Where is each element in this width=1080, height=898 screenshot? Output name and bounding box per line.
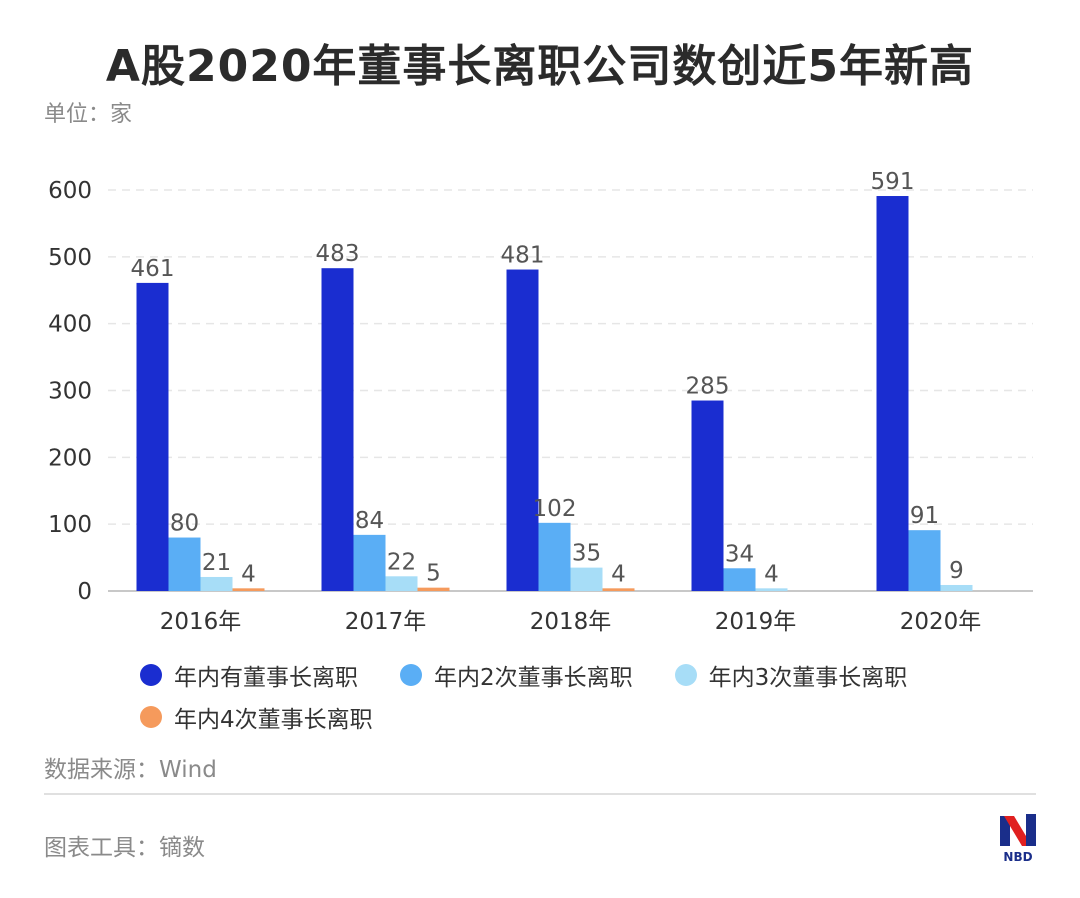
- bar: [876, 196, 909, 591]
- y-tick-label: 300: [48, 379, 92, 405]
- chart-title: A股2020年董事长离职公司数创近5年新高: [105, 41, 975, 92]
- bar: [755, 588, 788, 591]
- source-label: 数据来源：Wind: [44, 757, 217, 783]
- data-label: 21: [202, 550, 231, 576]
- tool-label: 图表工具：镝数: [44, 835, 205, 861]
- data-label: 591: [871, 169, 915, 195]
- legend-swatch: [400, 664, 422, 686]
- data-label: 4: [764, 561, 779, 587]
- y-tick-label: 200: [48, 445, 92, 471]
- data-label: 80: [170, 511, 199, 537]
- legend-swatch: [674, 664, 697, 686]
- legend-label: 年内有董事长离职: [174, 665, 358, 691]
- bar: [200, 576, 233, 591]
- data-label: 4: [611, 561, 626, 587]
- x-tick-label: 2016年: [160, 609, 242, 635]
- bar: [908, 530, 941, 591]
- x-tick-label: 2018年: [530, 609, 612, 635]
- data-label: 285: [686, 374, 730, 400]
- data-label: 102: [533, 496, 577, 522]
- bar: [602, 588, 635, 591]
- data-label: 34: [725, 541, 754, 567]
- unit-label: 单位：家: [44, 102, 133, 127]
- chart-legend: 年内有董事长离职 年内2次董事长离职 年内3次董事长离职年内4次董事长离职: [140, 658, 1000, 742]
- data-label: 22: [387, 549, 416, 575]
- x-tick-label: 2019年: [715, 609, 797, 635]
- legend-item: 年内4次董事长离职: [140, 700, 373, 734]
- bar: [940, 584, 973, 591]
- data-label: 4: [241, 561, 256, 587]
- data-label: 5: [426, 561, 441, 587]
- data-label: 9: [949, 558, 964, 584]
- legend-swatch: [140, 664, 162, 686]
- footer-divider: [44, 793, 1036, 795]
- legend-label: 年内4次董事长离职: [174, 707, 373, 733]
- nbd-logo-text: NBD: [1003, 850, 1033, 864]
- legend-label: 年内2次董事长离职: [434, 665, 633, 691]
- bar: [538, 522, 571, 591]
- bar: [723, 568, 756, 591]
- bar: [168, 537, 201, 591]
- legend-item: 年内有董事长离职: [140, 658, 358, 692]
- legend-item: 年内2次董事长离职: [400, 658, 633, 692]
- x-tick-label: 2017年: [345, 609, 427, 635]
- bar: [691, 400, 724, 591]
- y-tick-label: 600: [48, 178, 92, 204]
- data-label: 461: [131, 256, 175, 282]
- bar: [570, 567, 603, 591]
- legend-label: 年内3次董事长离职: [708, 665, 908, 691]
- data-label: 483: [316, 241, 360, 267]
- data-label: 84: [355, 508, 384, 534]
- bar: [321, 268, 354, 591]
- y-tick-label: 400: [48, 312, 92, 338]
- data-label: 481: [501, 243, 545, 269]
- x-tick-label: 2020年: [900, 609, 982, 635]
- y-tick-label: 0: [77, 579, 92, 605]
- bar: [232, 588, 265, 591]
- bar: [417, 587, 450, 591]
- bar: [136, 282, 169, 591]
- y-tick-label: 500: [48, 245, 92, 271]
- data-label: 35: [572, 541, 601, 567]
- nbd-logo: NBD: [996, 812, 1040, 872]
- legend-swatch: [140, 706, 162, 728]
- y-tick-label: 100: [48, 512, 92, 538]
- data-label: 91: [910, 503, 939, 529]
- bar: [385, 576, 418, 591]
- bar: [506, 269, 539, 591]
- nbd-logo-icon: [1000, 814, 1036, 846]
- bar: [353, 534, 386, 591]
- legend-item: 年内3次董事长离职: [674, 658, 908, 692]
